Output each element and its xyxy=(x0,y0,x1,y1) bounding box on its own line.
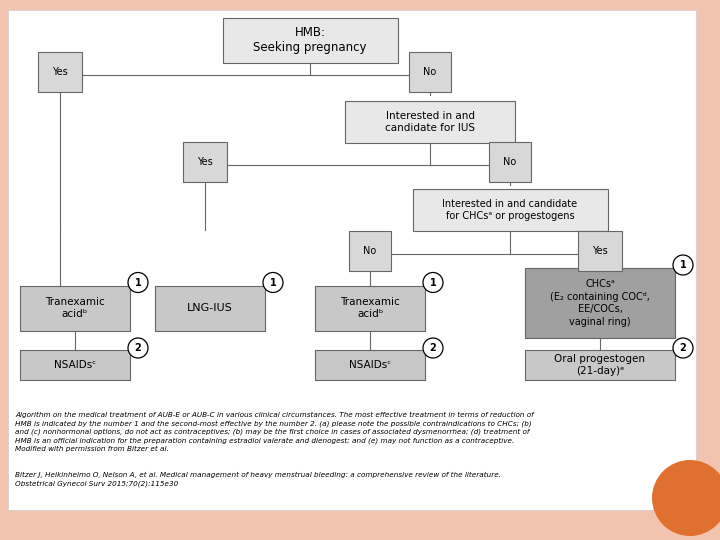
Text: 2: 2 xyxy=(680,343,686,353)
Circle shape xyxy=(652,460,720,536)
Text: No: No xyxy=(364,246,377,256)
Text: Interested in and
candidate for IUS: Interested in and candidate for IUS xyxy=(385,111,475,133)
FancyBboxPatch shape xyxy=(315,286,425,330)
Text: CHCsᵃ
(E₂ containing COCᵈ,
EE/COCs,
vaginal ring): CHCsᵃ (E₂ containing COCᵈ, EE/COCs, vagi… xyxy=(550,279,650,327)
FancyBboxPatch shape xyxy=(525,350,675,380)
Text: Yes: Yes xyxy=(52,67,68,77)
FancyBboxPatch shape xyxy=(525,268,675,338)
Circle shape xyxy=(423,273,443,293)
Text: 2: 2 xyxy=(430,343,436,353)
FancyBboxPatch shape xyxy=(20,350,130,380)
Text: 1: 1 xyxy=(680,260,686,270)
Text: No: No xyxy=(423,67,436,77)
Text: Algorithm on the medical treatment of AUB-E or AUB-C in various clinical circums: Algorithm on the medical treatment of AU… xyxy=(15,412,534,452)
Text: NSAIDsᶜ: NSAIDsᶜ xyxy=(54,360,96,370)
Text: Bitzer J, Heikinheimo O, Nelson A, et al. Medical management of heavy menstrual : Bitzer J, Heikinheimo O, Nelson A, et al… xyxy=(15,472,501,487)
Text: 1: 1 xyxy=(430,278,436,287)
Circle shape xyxy=(263,273,283,293)
FancyBboxPatch shape xyxy=(413,189,608,231)
Circle shape xyxy=(128,338,148,358)
Circle shape xyxy=(673,255,693,275)
FancyBboxPatch shape xyxy=(155,286,265,330)
Text: LNG-IUS: LNG-IUS xyxy=(187,303,233,313)
Circle shape xyxy=(423,338,443,358)
Text: Yes: Yes xyxy=(197,157,213,167)
Text: NSAIDsᶜ: NSAIDsᶜ xyxy=(349,360,391,370)
FancyBboxPatch shape xyxy=(345,101,515,143)
FancyBboxPatch shape xyxy=(20,286,130,330)
Text: No: No xyxy=(503,157,517,167)
Text: 2: 2 xyxy=(135,343,141,353)
Text: Tranexamic
acidᵇ: Tranexamic acidᵇ xyxy=(45,297,105,319)
Text: Oral progestogen
(21-day)ᵉ: Oral progestogen (21-day)ᵉ xyxy=(554,354,646,376)
Text: 1: 1 xyxy=(135,278,141,287)
Text: Interested in and candidate
for CHCsᵃ or progestogens: Interested in and candidate for CHCsᵃ or… xyxy=(442,199,577,221)
FancyBboxPatch shape xyxy=(222,17,397,63)
Circle shape xyxy=(673,338,693,358)
Text: Tranexamic
acidᵇ: Tranexamic acidᵇ xyxy=(340,297,400,319)
Text: HMB:
Seeking pregnancy: HMB: Seeking pregnancy xyxy=(253,25,366,55)
FancyBboxPatch shape xyxy=(8,10,696,510)
Circle shape xyxy=(128,273,148,293)
Text: 1: 1 xyxy=(269,278,276,287)
FancyBboxPatch shape xyxy=(315,350,425,380)
Text: Yes: Yes xyxy=(592,246,608,256)
